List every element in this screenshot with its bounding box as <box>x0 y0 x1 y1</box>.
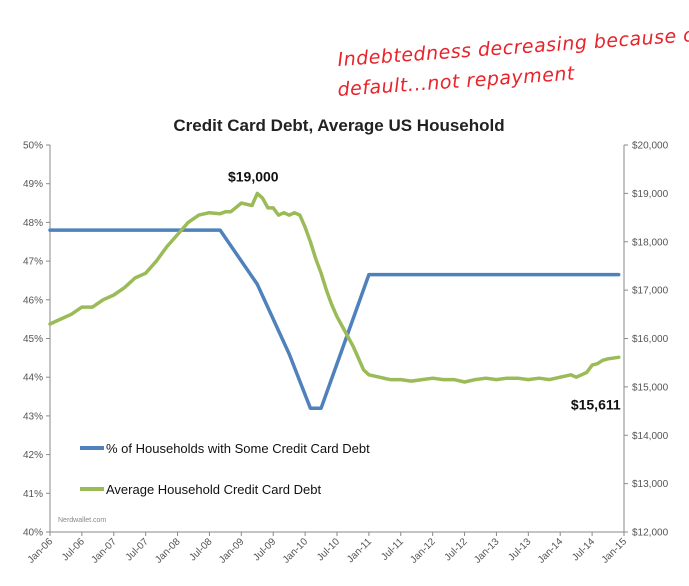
left-tick-label: 47% <box>23 257 43 268</box>
right-tick-label: $20,000 <box>632 141 669 152</box>
x-tick-label: Jul-09 <box>251 536 278 563</box>
legend-label-1: % of Households with Some Credit Card De… <box>106 441 370 456</box>
x-tick-label: Jan-07 <box>89 536 119 566</box>
right-tick-label: $13,000 <box>632 479 669 490</box>
annotation-layer: $19,000 $15,611 <box>228 168 621 412</box>
left-tick-label: 49% <box>23 179 43 190</box>
x-tick-label: Jan-06 <box>26 536 56 566</box>
x-tick-label: Jul-13 <box>506 536 533 563</box>
x-tick-label: Jul-10 <box>315 536 342 563</box>
handwritten-note-line-1: Indebtedness decreasing because of <box>337 23 689 71</box>
x-tick-label: Jan-09 <box>217 536 247 566</box>
left-tick-label: 48% <box>23 218 43 229</box>
annotation-label-2: $15,611 <box>571 396 621 412</box>
right-tick-label: $15,000 <box>632 382 669 393</box>
right-tick-label: $18,000 <box>632 237 669 248</box>
x-tick-label: Jan-14 <box>536 536 566 566</box>
x-tick-label: Jul-14 <box>570 536 597 563</box>
watermark: Nerdwallet.com <box>58 517 106 524</box>
x-tick-label: Jul-08 <box>188 536 215 563</box>
x-tick-label: Jan-10 <box>281 536 311 566</box>
left-tick-label: 41% <box>23 489 43 500</box>
x-tick-label: Jul-11 <box>379 536 406 563</box>
x-tick-label: Jul-12 <box>443 536 470 563</box>
x-tick-label: Jan-11 <box>345 536 374 565</box>
annotation-label-1: $19,000 <box>228 168 279 184</box>
series-line-2 <box>48 191 621 384</box>
x-tick-label: Jan-15 <box>600 536 630 566</box>
left-tick-label: 46% <box>23 295 43 306</box>
left-tick-label: 50% <box>23 141 43 152</box>
series-line-1 <box>48 228 621 410</box>
left-tick-label: 43% <box>23 411 43 422</box>
left-tick-label: 42% <box>23 450 43 461</box>
axes: 40% 41% 42% 43% 44% 45% 46% 47% 48% 49% 50% $12,000… <box>23 141 669 566</box>
left-tick-label: 44% <box>23 373 43 384</box>
right-tick-label: $12,000 <box>632 528 669 539</box>
series-layer <box>48 191 621 410</box>
right-tick-label: $19,000 <box>632 189 669 200</box>
chart-title: Credit Card Debt, Average US Household <box>173 116 504 135</box>
right-tick-label: $16,000 <box>632 334 669 345</box>
legend: % of Households with Some Credit Card De… <box>80 441 370 497</box>
x-tick-label: Jan-13 <box>472 536 502 566</box>
legend-label-2: Average Household Credit Card Debt <box>106 482 321 497</box>
right-tick-label: $14,000 <box>632 431 669 442</box>
left-tick-label: 40% <box>23 528 43 539</box>
right-tick-label: $17,000 <box>632 286 669 297</box>
x-tick-label: Jan-08 <box>153 536 183 566</box>
x-tick-label: Jan-12 <box>408 536 438 566</box>
left-tick-label: 45% <box>23 334 43 345</box>
x-tick-label: Jul-07 <box>124 536 151 563</box>
x-tick-label: Jul-06 <box>60 536 87 563</box>
